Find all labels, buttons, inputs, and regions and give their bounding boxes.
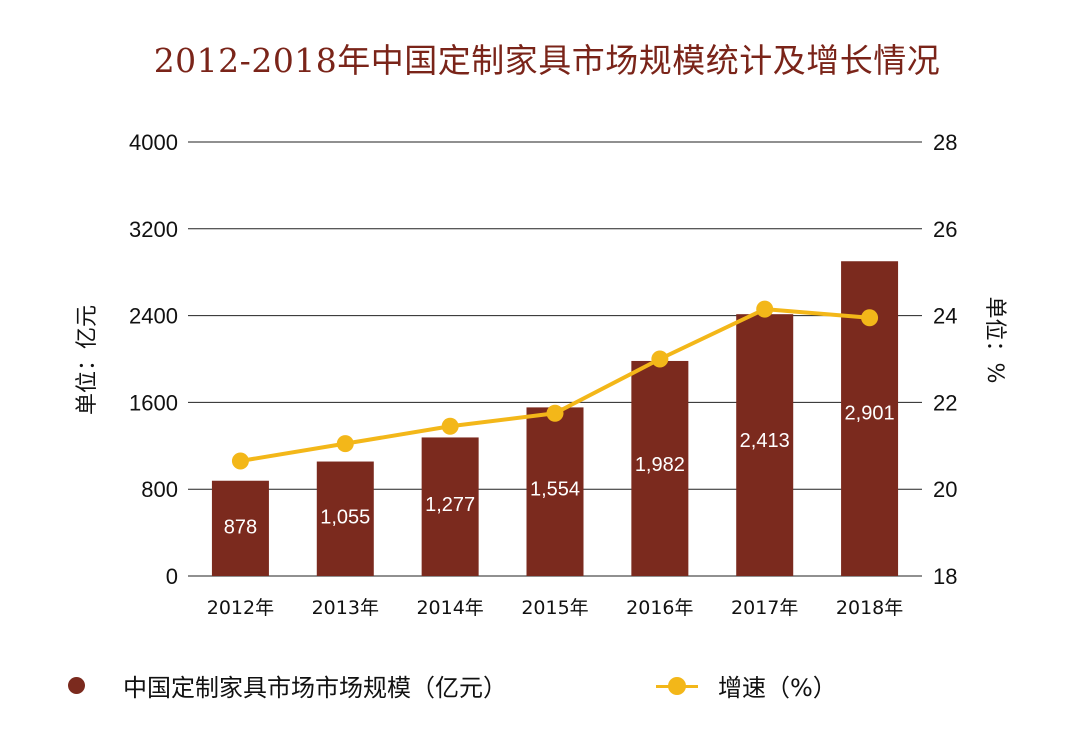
bar-value-label: 1,554 <box>530 478 580 500</box>
right-tick-label: 26 <box>933 217 957 242</box>
bar <box>316 461 374 576</box>
left-tick-label: 3200 <box>129 217 178 242</box>
growth-line-series <box>231 300 879 470</box>
bar-value-labels: 878 1,055 1,277 1,554 1,982 2,413 2,901 <box>224 402 895 538</box>
right-tick-label: 28 <box>933 130 957 155</box>
right-axis-label: 单位：% <box>982 297 1007 384</box>
bar-value-label: 2,901 <box>845 402 895 424</box>
growth-point <box>336 435 354 453</box>
bar-value-label: 878 <box>224 516 257 538</box>
legend-bar-swatch-icon <box>68 677 85 694</box>
legend: 中国定制家具市场市场规模（亿元） 增速（%） <box>0 660 1080 710</box>
bar-value-label: 1,055 <box>320 506 370 528</box>
chart-title: 2012-2018年中国定制家具市场规模统计及增长情况 <box>153 41 941 80</box>
growth-point <box>861 309 879 327</box>
x-tick-label: 2016年 <box>626 597 693 619</box>
bar-value-label: 1,982 <box>635 454 685 476</box>
bar <box>736 314 794 576</box>
legend-item-market-size: 中国定制家具市场市场规模（亿元） <box>68 668 507 703</box>
left-tick-label: 2400 <box>129 304 178 329</box>
growth-point <box>546 404 564 422</box>
left-tick-label: 0 <box>166 564 178 589</box>
bar <box>421 437 479 576</box>
chart-canvas: 878 1,055 1,277 1,554 1,982 2,413 2,901 0 800 16… <box>75 130 1007 619</box>
growth-point <box>651 350 669 368</box>
bar <box>526 407 584 576</box>
x-tick-label: 2012年 <box>207 597 274 619</box>
bar-value-label: 2,413 <box>740 430 790 452</box>
right-axis-ticks: 18 20 22 24 26 28 <box>933 130 957 589</box>
left-axis-ticks: 0 800 1600 2400 3200 4000 <box>129 130 178 589</box>
x-tick-label: 2013年 <box>312 597 379 619</box>
legend-item-growth: 增速（%） <box>656 668 837 703</box>
left-tick-label: 4000 <box>129 130 178 155</box>
left-tick-label: 1600 <box>129 390 178 415</box>
left-axis-label: 单位：亿元 <box>75 305 100 415</box>
bar-series <box>211 261 899 576</box>
x-axis-ticks: 2012年 2013年 2014年 2015年 2016年 2017年 2018年 <box>207 597 904 619</box>
x-tick-label: 2015年 <box>521 597 588 619</box>
bar <box>211 480 269 576</box>
x-tick-label: 2018年 <box>836 597 903 619</box>
growth-point <box>441 417 459 435</box>
growth-point <box>756 300 774 318</box>
growth-point <box>231 452 249 470</box>
x-tick-label: 2017年 <box>731 597 798 619</box>
bar <box>631 360 689 576</box>
legend-label-growth: 增速（%） <box>718 674 837 702</box>
right-tick-label: 22 <box>933 390 957 415</box>
left-tick-label: 800 <box>141 477 178 502</box>
legend-line-swatch-icon <box>656 676 698 695</box>
bar-value-label: 1,277 <box>425 494 475 516</box>
x-tick-label: 2014年 <box>416 597 483 619</box>
right-tick-label: 24 <box>933 304 957 329</box>
right-tick-label: 20 <box>933 477 957 502</box>
legend-label-market-size: 中国定制家具市场市场规模（亿元） <box>123 674 507 702</box>
right-tick-label: 18 <box>933 564 957 589</box>
